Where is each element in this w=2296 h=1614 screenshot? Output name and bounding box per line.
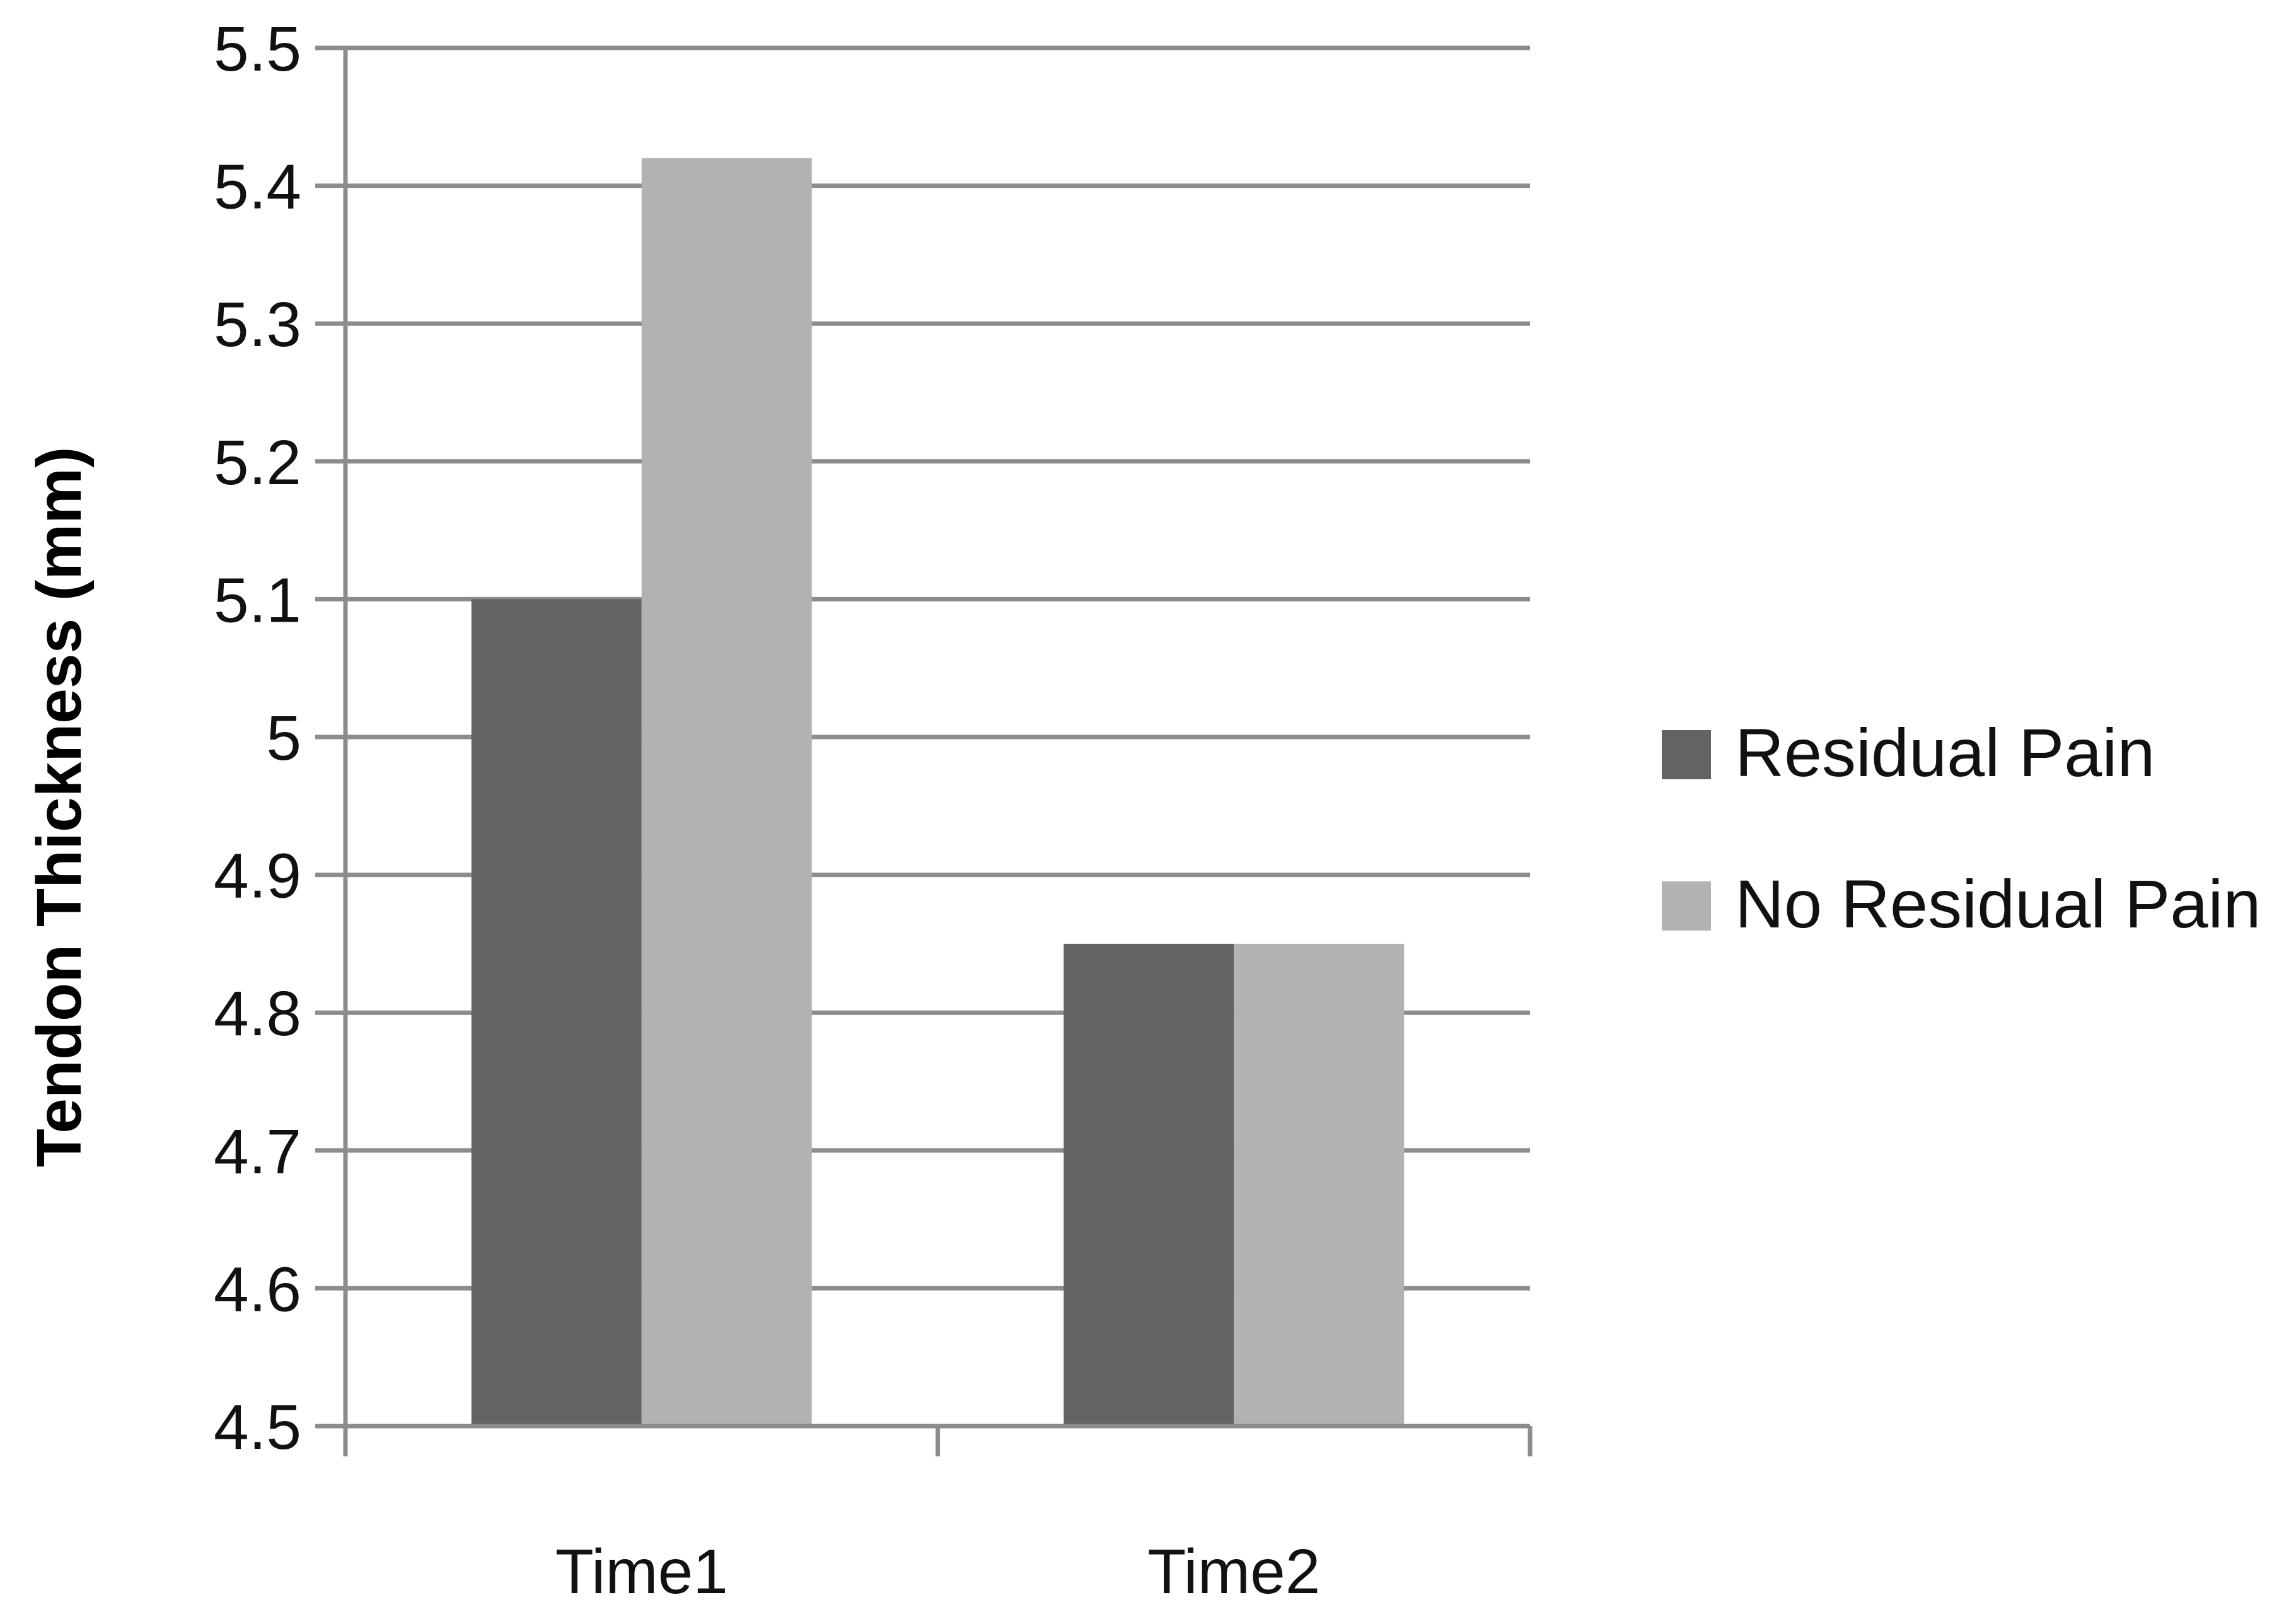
axes	[343, 48, 1533, 1456]
x-tick-label: Time2	[1147, 1536, 1320, 1607]
y-tick-label: 4.7	[214, 1117, 301, 1187]
bars	[471, 158, 1405, 1426]
legend: Residual Pain No Residual Pain	[1662, 714, 2261, 942]
x-tick-label: Time1	[555, 1536, 728, 1607]
y-tick-label: 4.6	[214, 1254, 301, 1325]
y-tick-label: 5.1	[214, 565, 301, 636]
legend-swatch	[1662, 881, 1711, 931]
bar-residual-pain-time1	[471, 599, 642, 1426]
y-tick-label: 5.2	[214, 427, 301, 498]
x-tick-labels: Time1 Time2	[555, 1536, 1321, 1607]
legend-swatch	[1662, 730, 1711, 779]
y-tick-label: 5	[266, 703, 301, 774]
y-tick-label: 5.4	[214, 152, 301, 223]
bar-no-residual-pain-time1	[641, 158, 812, 1426]
bar-residual-pain-time2	[1064, 943, 1234, 1426]
y-tick-label: 5.5	[214, 14, 301, 84]
bar-no-residual-pain-time2	[1234, 943, 1405, 1426]
legend-label: Residual Pain	[1735, 714, 2155, 791]
y-tick-label: 5.3	[214, 289, 301, 360]
y-axis-title: Tendon Thickness (mm)	[24, 447, 95, 1168]
y-tick-labels: 4.5 4.6 4.7 4.8 4.9 5 5.1 5.2 5.3 5.4 5.5	[214, 14, 301, 1463]
legend-label: No Residual Pain	[1735, 866, 2261, 942]
y-tick-label: 4.5	[214, 1392, 301, 1463]
y-tick-label: 4.9	[214, 841, 301, 912]
y-tick-label: 4.8	[214, 978, 301, 1049]
